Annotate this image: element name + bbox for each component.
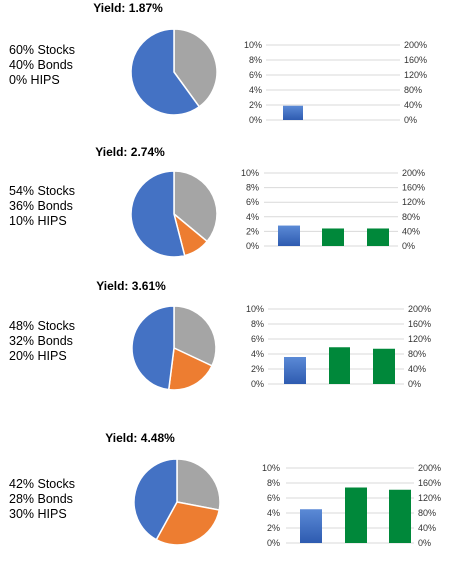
left-axis-tick-label: 6%: [251, 334, 264, 344]
yield-title: Yield: 1.87%: [93, 1, 163, 15]
yield-bar-chart: 10% 8% 6% 4% 2% 0% 200% 160% 120% 80% 40% 0%: [244, 40, 427, 125]
right-axis-tick-label: 120%: [402, 197, 425, 207]
panel-3: Yield: 3.61% 48% Stocks 32% Bonds 20% HI…: [9, 279, 431, 391]
yield-bar-chart: 10% 8% 6% 4% 2% 0% 200% 160% 120% 80% 40% 0%: [246, 304, 431, 389]
right-axis-tick-label: 160%: [402, 183, 425, 193]
right-axis-tick-label: 120%: [408, 334, 431, 344]
left-axis-tick-label: 0%: [249, 115, 262, 125]
left-axis-tick-label: 10%: [241, 168, 259, 178]
left-axis-tick-label: 2%: [249, 100, 262, 110]
right-axis-tick-label: 200%: [402, 168, 425, 178]
right-axis-tick-label: 40%: [402, 226, 420, 236]
left-axis-tick-label: 8%: [251, 319, 264, 329]
yield-title: Yield: 4.48%: [105, 431, 175, 445]
right-axis-tick-label: 80%: [404, 85, 422, 95]
panel-1: Yield: 1.87% 60% Stocks 40% Bonds 0% HIP…: [9, 1, 427, 125]
left-axis-tick-label: 0%: [246, 241, 259, 251]
left-axis-tick-label: 8%: [249, 55, 262, 65]
allocation-stocks-label: 48% Stocks: [9, 319, 75, 333]
allocation-hips-label: 20% HIPS: [9, 349, 67, 363]
left-axis-tick-label: 0%: [251, 379, 264, 389]
left-axis-tick-label: 4%: [246, 212, 259, 222]
left-axis-tick-label: 6%: [249, 70, 262, 80]
left-axis-tick-label: 6%: [246, 197, 259, 207]
bar: [283, 105, 303, 120]
bar: [389, 489, 411, 543]
allocation-bonds-label: 32% Bonds: [9, 334, 73, 348]
right-axis-tick-label: 200%: [408, 304, 431, 314]
bar: [278, 225, 300, 246]
allocation-stocks-label: 60% Stocks: [9, 43, 75, 57]
yield-title: Yield: 3.61%: [96, 279, 166, 293]
allocation-hips-label: 10% HIPS: [9, 214, 67, 228]
right-axis-tick-label: 80%: [418, 508, 436, 518]
left-axis-tick-label: 10%: [246, 304, 264, 314]
allocation-pie-chart: [130, 170, 218, 258]
allocation-pie-chart: [131, 305, 217, 391]
right-axis-tick-label: 0%: [402, 241, 415, 251]
left-axis-tick-label: 2%: [246, 226, 259, 236]
bar: [322, 228, 344, 246]
allocation-hips-label: 0% HIPS: [9, 73, 60, 87]
right-axis-tick-label: 40%: [404, 100, 422, 110]
panel-4: Yield: 4.48% 42% Stocks 28% Bonds 30% HI…: [9, 431, 441, 548]
left-axis-tick-label: 4%: [249, 85, 262, 95]
bar: [367, 228, 389, 246]
allocation-bonds-label: 36% Bonds: [9, 199, 73, 213]
allocation-stocks-label: 54% Stocks: [9, 184, 75, 198]
right-axis-tick-label: 160%: [404, 55, 427, 65]
allocation-hips-label: 30% HIPS: [9, 507, 67, 521]
allocation-pie-chart: [130, 28, 218, 116]
allocation-pie-chart: [133, 458, 221, 546]
bar: [300, 509, 322, 543]
left-axis-tick-label: 4%: [251, 349, 264, 359]
bar: [329, 347, 350, 384]
panel-2: Yield: 2.74% 54% Stocks 36% Bonds 10% HI…: [9, 145, 425, 258]
left-axis-tick-label: 4%: [267, 508, 280, 518]
left-axis-tick-label: 8%: [246, 183, 259, 193]
left-axis-tick-label: 6%: [267, 493, 280, 503]
left-axis-tick-label: 10%: [244, 40, 262, 50]
right-axis-tick-label: 0%: [418, 538, 431, 548]
left-axis-tick-label: 8%: [267, 478, 280, 488]
yield-bar-chart: 10% 8% 6% 4% 2% 0% 200% 160% 120% 80% 40% 0%: [241, 168, 425, 251]
bar: [345, 487, 367, 543]
pie-slice-bonds: [173, 170, 218, 243]
right-axis-tick-label: 200%: [404, 40, 427, 50]
left-axis-tick-label: 0%: [267, 538, 280, 548]
right-axis-tick-label: 120%: [418, 493, 441, 503]
bar: [284, 357, 306, 384]
right-axis-tick-label: 80%: [408, 349, 426, 359]
pie-slice-hips: [167, 346, 213, 391]
right-axis-tick-label: 160%: [408, 319, 431, 329]
right-axis-tick-label: 0%: [408, 379, 421, 389]
right-axis-tick-label: 120%: [404, 70, 427, 80]
allocation-stocks-label: 42% Stocks: [9, 477, 75, 491]
right-axis-tick-label: 40%: [418, 523, 436, 533]
right-axis-tick-label: 0%: [404, 115, 417, 125]
pie-slice-bonds: [173, 305, 217, 367]
left-axis-tick-label: 2%: [267, 523, 280, 533]
right-axis-tick-label: 80%: [402, 212, 420, 222]
yield-bar-chart: 10% 8% 6% 4% 2% 0% 200% 160% 120% 80% 40% 0%: [262, 463, 441, 548]
pie-slice-bonds: [176, 458, 221, 511]
pie-slice-stocks: [131, 305, 175, 391]
right-axis-tick-label: 40%: [408, 364, 426, 374]
left-axis-tick-label: 2%: [251, 364, 264, 374]
pie-slice-stocks: [130, 28, 201, 116]
pie-slice-hips: [155, 501, 221, 546]
pie-slice-bonds: [173, 28, 218, 108]
left-axis-tick-label: 10%: [262, 463, 280, 473]
pie-slice-stocks: [133, 458, 178, 541]
right-axis-tick-label: 160%: [418, 478, 441, 488]
yield-title: Yield: 2.74%: [95, 145, 165, 159]
bar: [373, 348, 395, 384]
allocation-bonds-label: 40% Bonds: [9, 58, 73, 72]
right-axis-tick-label: 200%: [418, 463, 441, 473]
allocation-bonds-label: 28% Bonds: [9, 492, 73, 506]
pie-slice-stocks: [130, 170, 186, 258]
